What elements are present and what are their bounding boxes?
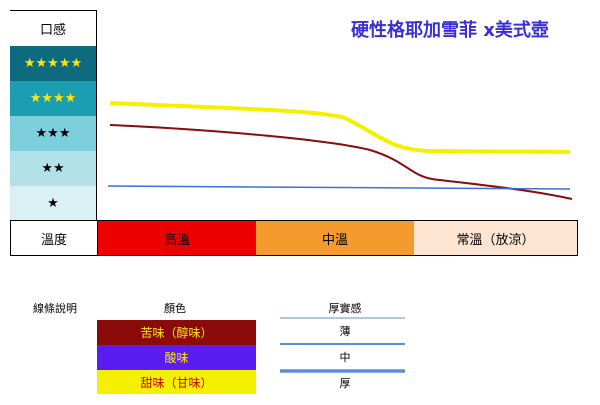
temperature-header: 溫度: [40, 232, 67, 248]
legend-color: 甜味（甘味）: [97, 370, 256, 394]
temperature-frame: [10, 220, 578, 256]
legend-title: 線條說明: [33, 302, 77, 315]
taste-level: ★★★★: [10, 81, 96, 116]
legend-color-header: 顏色: [164, 302, 186, 315]
legend-thickness: 薄: [339, 325, 351, 338]
temperature-zone: 高溫: [97, 221, 256, 255]
title: 硬性格耶加雪菲 x美式壺: [351, 20, 549, 41]
legend-thickness-header: 厚實感: [328, 302, 362, 315]
temperature-zone: 常溫（放涼）: [414, 221, 577, 255]
taste-level: ★: [10, 186, 96, 221]
taste-header: 口感: [10, 11, 96, 46]
taste-level: ★★★: [10, 116, 96, 151]
sweet-curve: [109, 101, 571, 154]
temperature-zone: 中溫: [256, 221, 414, 255]
taste-level: ★★★★★: [10, 46, 96, 81]
legend-color: 酸味: [97, 345, 256, 370]
legend-color: 苦味（醇味）: [97, 320, 256, 345]
taste-level: ★★: [10, 151, 96, 186]
legend-thickness: 厚: [339, 377, 351, 390]
legend-thickness: 中: [339, 351, 351, 364]
bitter-curve: [109, 124, 573, 200]
